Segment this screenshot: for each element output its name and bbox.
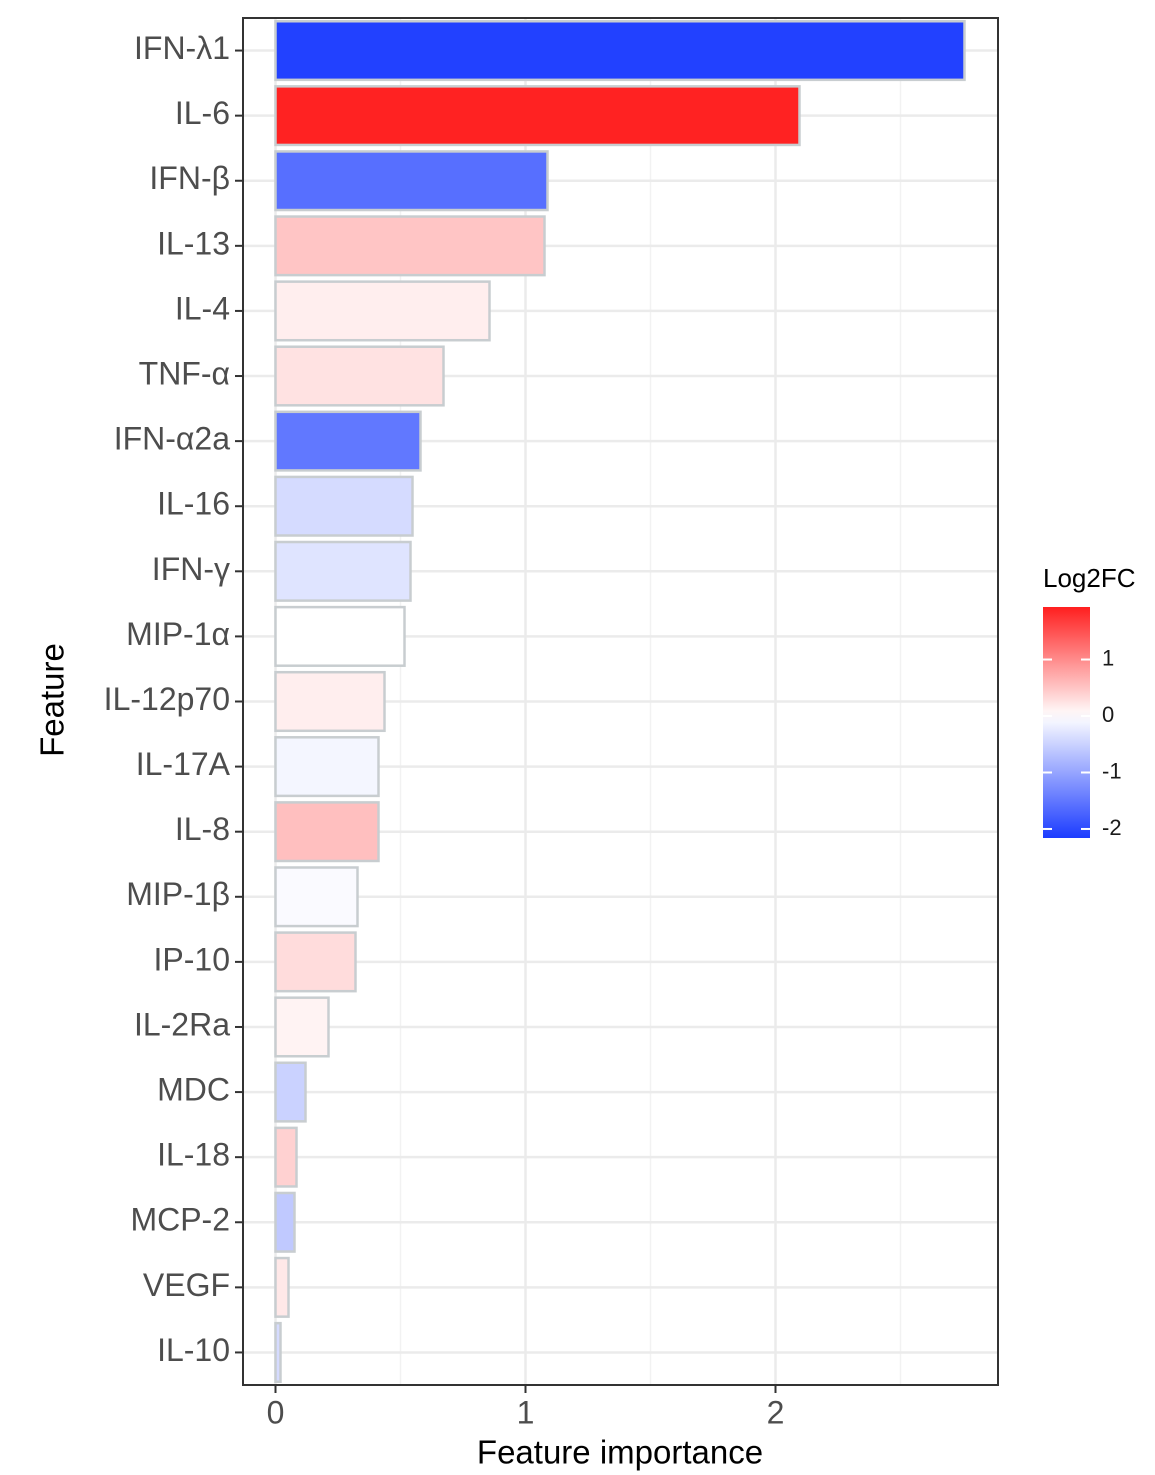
y-tick-label: IL-8: [175, 811, 230, 847]
legend-title: Log2FC: [1043, 563, 1136, 593]
colorbar-tick-label: -1: [1102, 758, 1122, 783]
bar: [274, 736, 380, 798]
bar: [274, 345, 445, 407]
x-tick-label: 1: [517, 1394, 535, 1430]
bar: [274, 1256, 290, 1318]
colorbar: [1043, 607, 1090, 838]
bar: [274, 85, 801, 147]
y-tick-label: TNF-α: [139, 355, 230, 391]
bar: [274, 801, 380, 863]
y-tick-label: IL-6: [175, 95, 230, 131]
y-tick-label: MCP-2: [130, 1202, 230, 1238]
y-tick-label: MDC: [157, 1072, 230, 1108]
bar: [274, 280, 491, 342]
bar: [274, 215, 546, 277]
bar: [274, 866, 359, 928]
y-tick-label: MIP-1β: [126, 876, 230, 912]
y-tick-label: IL-13: [157, 225, 230, 261]
y-tick-label: MIP-1α: [126, 616, 230, 652]
y-tick-label: IL-18: [157, 1137, 230, 1173]
y-tick-label: IFN-α2a: [114, 421, 231, 457]
bar: [274, 410, 422, 472]
y-axis-title: Feature: [34, 643, 71, 757]
bar: [274, 150, 549, 212]
colorbar-tick-label: -2: [1102, 815, 1122, 840]
x-tick-label: 0: [267, 1394, 285, 1430]
x-tick-label: 2: [767, 1394, 785, 1430]
y-tick-label: IL-2Ra: [134, 1006, 230, 1042]
y-tick-label: IL-17A: [136, 746, 231, 782]
bar: [274, 931, 357, 993]
bar: [274, 20, 966, 82]
y-tick-label: IFN-γ: [152, 551, 230, 587]
y-tick-label: IL-12p70: [104, 681, 230, 717]
y-tick-label: VEGF: [143, 1267, 230, 1303]
bar: [274, 1126, 298, 1188]
y-tick-label: IFN-β: [149, 160, 230, 196]
y-tick-label: IL-4: [175, 290, 230, 326]
y-tick-label: IP-10: [154, 941, 230, 977]
bar: [274, 540, 412, 602]
bar: [274, 670, 386, 733]
bar: [274, 605, 406, 667]
bar: [274, 1061, 307, 1123]
y-tick-label: IFN-λ1: [134, 30, 230, 66]
bar: [274, 996, 330, 1058]
y-tick-label: IL-16: [157, 486, 230, 522]
plot-border: [242, 17, 999, 1386]
y-tick-label: IL-10: [157, 1332, 230, 1368]
bar: [274, 1321, 282, 1383]
x-axis-title: Feature importance: [477, 1434, 763, 1471]
bar: [274, 1191, 296, 1253]
colorbar-tick-label: 1: [1102, 645, 1114, 670]
colorbar-tick-label: 0: [1102, 702, 1114, 727]
bar: [274, 475, 414, 537]
